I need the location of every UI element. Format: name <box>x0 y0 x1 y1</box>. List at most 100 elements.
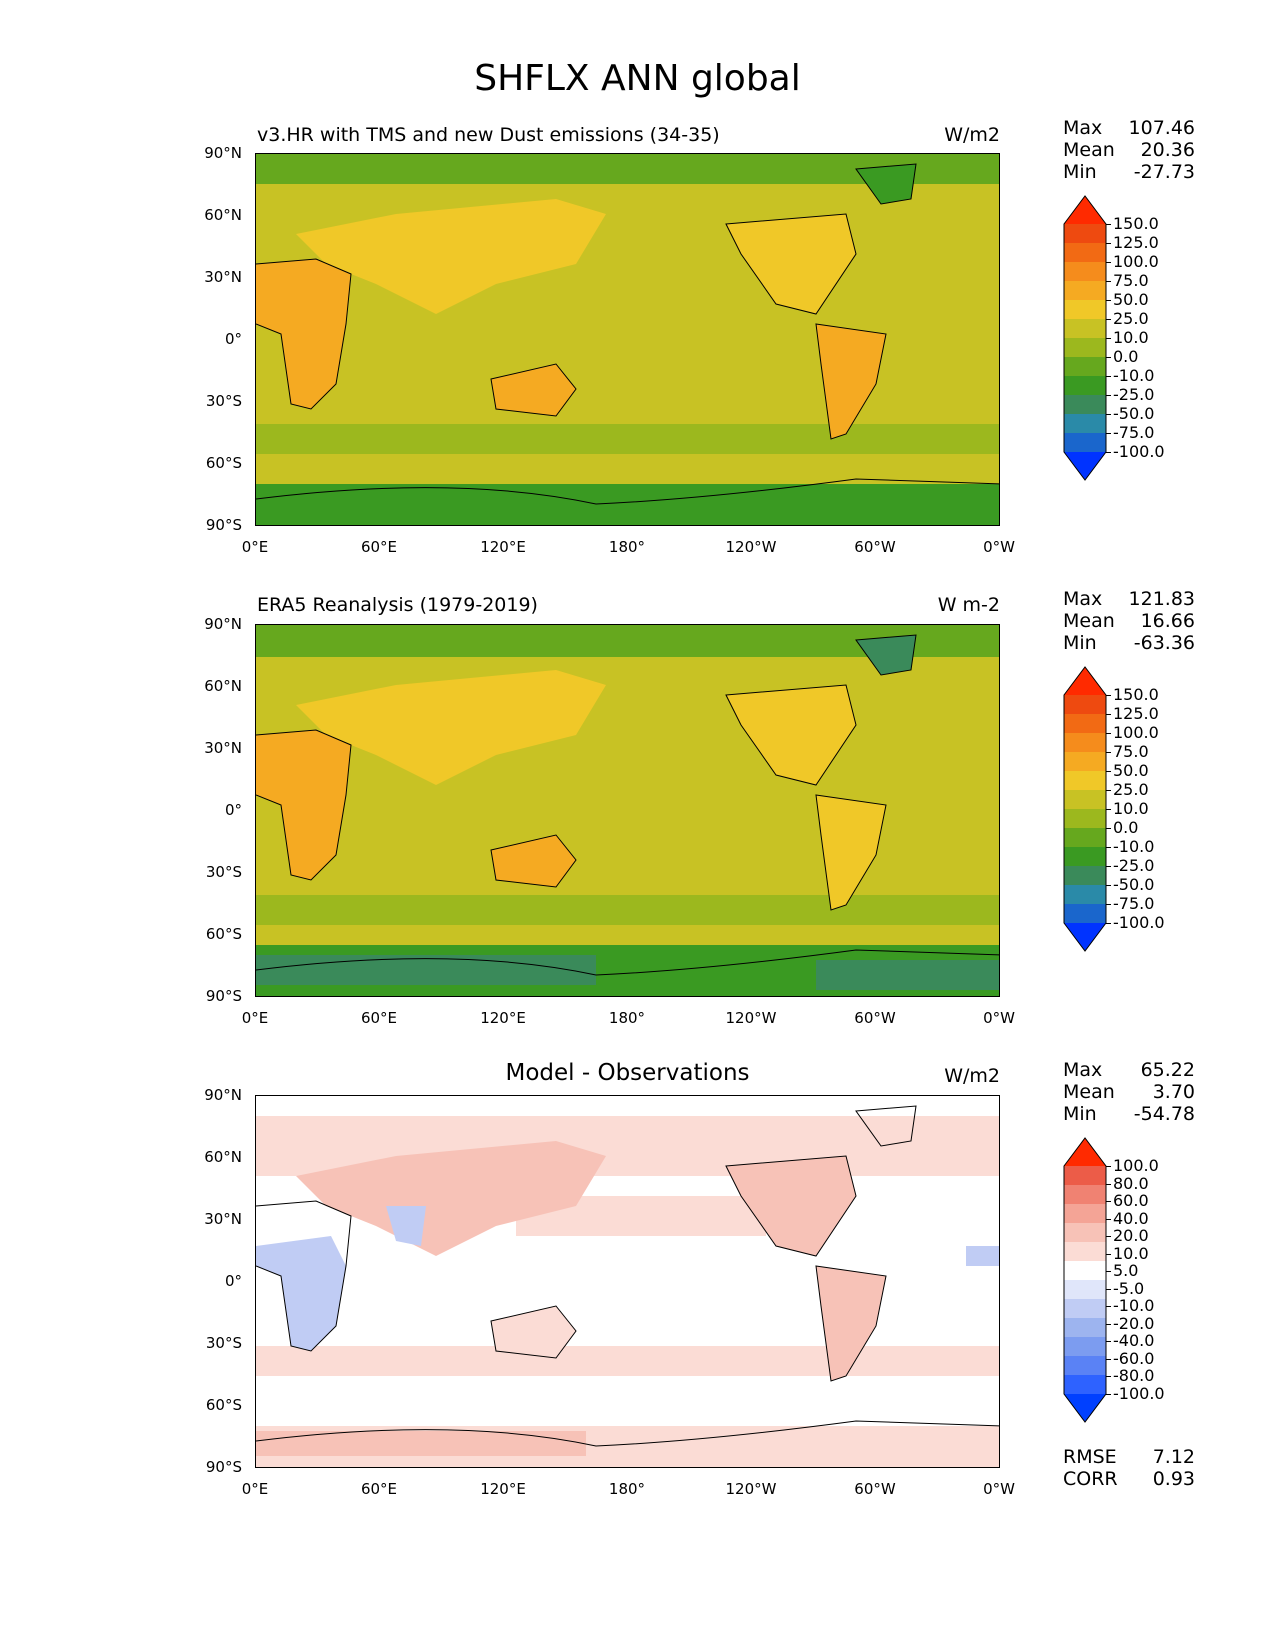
colorbar-tick <box>1106 847 1111 848</box>
stat-max: 121.83 <box>1128 588 1195 610</box>
panel1-ytick: 30°N <box>204 268 242 286</box>
colorbar-tick <box>1106 357 1111 358</box>
colorbar-tick-label: -50.0 <box>1113 875 1155 894</box>
colorbar-segment <box>1064 262 1106 282</box>
colorbar-tick-label: -100.0 <box>1113 1384 1165 1403</box>
colorbar-segment <box>1064 904 1106 924</box>
panel3-xtick: 120°W <box>725 1480 777 1498</box>
colorbar-tick <box>1106 262 1111 263</box>
colorbar-tick-label: -80.0 <box>1113 1366 1155 1386</box>
colorbar-tick-label: 0.0 <box>1113 347 1139 366</box>
panel1-ytick: 0° <box>224 330 242 348</box>
panel1-ytick: 90°N <box>204 144 242 162</box>
panel2-xtick: 0°W <box>983 1009 1015 1027</box>
stat-max: 65.22 <box>1140 1059 1195 1081</box>
colorbar-tick <box>1106 395 1111 396</box>
panel3-title: Model - Observations <box>505 1060 750 1086</box>
colorbar-tick-label: -50.0 <box>1113 404 1155 423</box>
colorbar-segment <box>1064 866 1106 886</box>
panel1-ytick: 60°S <box>205 454 242 472</box>
colorbar-tick <box>1106 376 1111 377</box>
panel2-units: W m-2 <box>937 594 1000 616</box>
panel2-ytick: 60°N <box>204 677 242 695</box>
colorbar-tick-label: 80.0 <box>1113 1173 1149 1193</box>
colorbar-tick <box>1106 752 1111 753</box>
colorbar-tick-label: 50.0 <box>1113 761 1149 780</box>
colorbar-segment <box>1064 395 1106 415</box>
colorbar-tick <box>1106 1271 1111 1273</box>
colorbar-segment <box>1064 1242 1106 1262</box>
stat-mean: 16.66 <box>1140 610 1195 632</box>
colorbar-segment <box>1064 1185 1106 1205</box>
colorbar-tick <box>1106 281 1111 282</box>
colorbar-tick <box>1106 885 1111 886</box>
stat-label: Max <box>1063 588 1103 610</box>
colorbar-tick-label: 75.0 <box>1113 271 1149 290</box>
colorbar-segment <box>1064 357 1106 377</box>
colorbar-extend-max <box>1064 1138 1106 1166</box>
colorbar-graphic <box>1063 666 1107 952</box>
colorbar-segment <box>1064 1280 1106 1300</box>
colorbar-tick-label: -75.0 <box>1113 894 1155 913</box>
colorbar-tick-label: -100.0 <box>1113 442 1165 461</box>
panel1-xtick: 120°W <box>725 538 777 556</box>
colorbar-tick-label: 125.0 <box>1113 704 1159 723</box>
panel3-ytick: 90°N <box>204 1086 242 1104</box>
panel3-xtick: 180° <box>608 1480 646 1498</box>
colorbar-tick <box>1106 1358 1111 1360</box>
panel1-xtick: 60°E <box>360 538 398 556</box>
colorbar-tick-label: 20.0 <box>1113 1226 1149 1246</box>
stat-label: Max <box>1063 117 1103 139</box>
colorbar-segment <box>1064 338 1106 358</box>
colorbar-tick <box>1106 1218 1111 1220</box>
colorbar-tick-label: -25.0 <box>1113 385 1155 404</box>
colorbar-segment <box>1064 1204 1106 1224</box>
colorbar-tick-label: 10.0 <box>1113 328 1149 347</box>
colorbar-extend-max <box>1064 196 1106 224</box>
colorbar-tick <box>1106 243 1111 244</box>
panel3-ytick: 30°N <box>204 1210 242 1228</box>
panel3-xtick: 120°E <box>480 1480 526 1498</box>
colorbar-segment <box>1064 319 1106 339</box>
colorbar-tick-label: -40.0 <box>1113 1331 1155 1351</box>
stat-label: Min <box>1063 1103 1097 1125</box>
stat-max: 107.46 <box>1128 117 1195 139</box>
colorbar-segment <box>1064 1356 1106 1376</box>
colorbar-tick <box>1106 733 1111 734</box>
colorbar-tick <box>1106 828 1111 829</box>
colorbar-segment <box>1064 300 1106 320</box>
colorbar-tick-label: -25.0 <box>1113 856 1155 875</box>
stat-label: Mean <box>1063 1081 1115 1103</box>
colorbar-tick <box>1106 300 1111 301</box>
panel2-xtick: 60°W <box>854 1009 896 1027</box>
panel3-units: W/m2 <box>944 1065 1000 1087</box>
colorbar-segment <box>1064 885 1106 905</box>
panel2-ytick: 30°N <box>204 739 242 757</box>
colorbar-tick <box>1106 714 1111 715</box>
colorbar-tick <box>1106 1236 1111 1238</box>
colorbar-segment <box>1064 828 1106 848</box>
colorbar-segment <box>1064 414 1106 434</box>
panel1-title: v3.HR with TMS and new Dust emissions (3… <box>257 124 720 146</box>
stat-label: Mean <box>1063 139 1115 161</box>
panel3-xtick: 0°E <box>241 1480 269 1498</box>
panel1-xtick: 60°W <box>854 538 896 556</box>
panel2-xtick: 120°W <box>725 1009 777 1027</box>
colorbar-tick-label: -10.0 <box>1113 837 1155 856</box>
panel3-xtick: 60°E <box>360 1480 398 1498</box>
colorbar-tick-label: 10.0 <box>1113 799 1149 818</box>
colorbar-graphic <box>1063 1137 1107 1423</box>
colorbar-segment <box>1064 1166 1106 1186</box>
colorbar-segment <box>1064 1223 1106 1243</box>
panel2-xtick: 120°E <box>480 1009 526 1027</box>
colorbar-tick <box>1106 790 1111 791</box>
colorbar-segment <box>1064 714 1106 734</box>
colorbar-tick <box>1106 452 1111 453</box>
colorbar-tick <box>1106 414 1111 415</box>
colorbar-segment <box>1064 1337 1106 1357</box>
colorbar-segment <box>1064 790 1106 810</box>
colorbar-segment <box>1064 433 1106 453</box>
colorbar-tick <box>1106 923 1111 924</box>
colorbar-tick <box>1106 224 1111 225</box>
colorbar-tick <box>1106 866 1111 867</box>
